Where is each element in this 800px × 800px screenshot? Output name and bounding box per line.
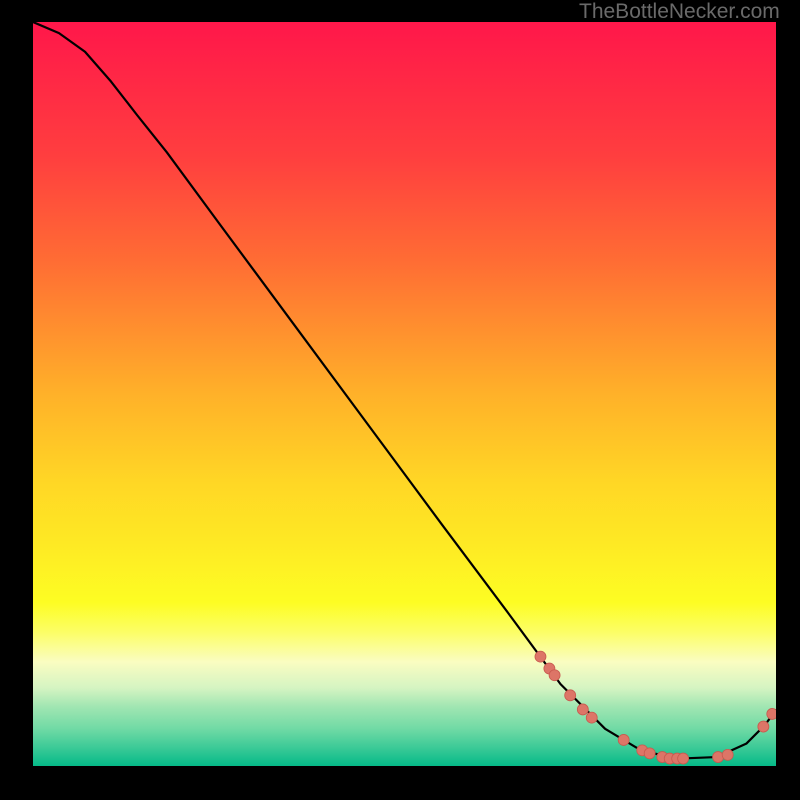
data-marker (644, 748, 655, 759)
data-marker (713, 752, 724, 763)
data-marker (758, 721, 769, 732)
plot-area (33, 22, 776, 766)
data-marker (586, 712, 597, 723)
data-marker (565, 690, 576, 701)
gradient-background (33, 22, 776, 766)
data-marker (549, 670, 560, 681)
data-marker (577, 704, 588, 715)
data-marker (535, 651, 546, 662)
data-marker (618, 734, 629, 745)
data-marker (678, 753, 689, 764)
data-marker (722, 749, 733, 760)
attribution-label: TheBottleNecker.com (579, 0, 780, 24)
chart-svg (33, 22, 776, 766)
data-marker (767, 708, 776, 719)
chart-container: TheBottleNecker.com (0, 0, 800, 800)
